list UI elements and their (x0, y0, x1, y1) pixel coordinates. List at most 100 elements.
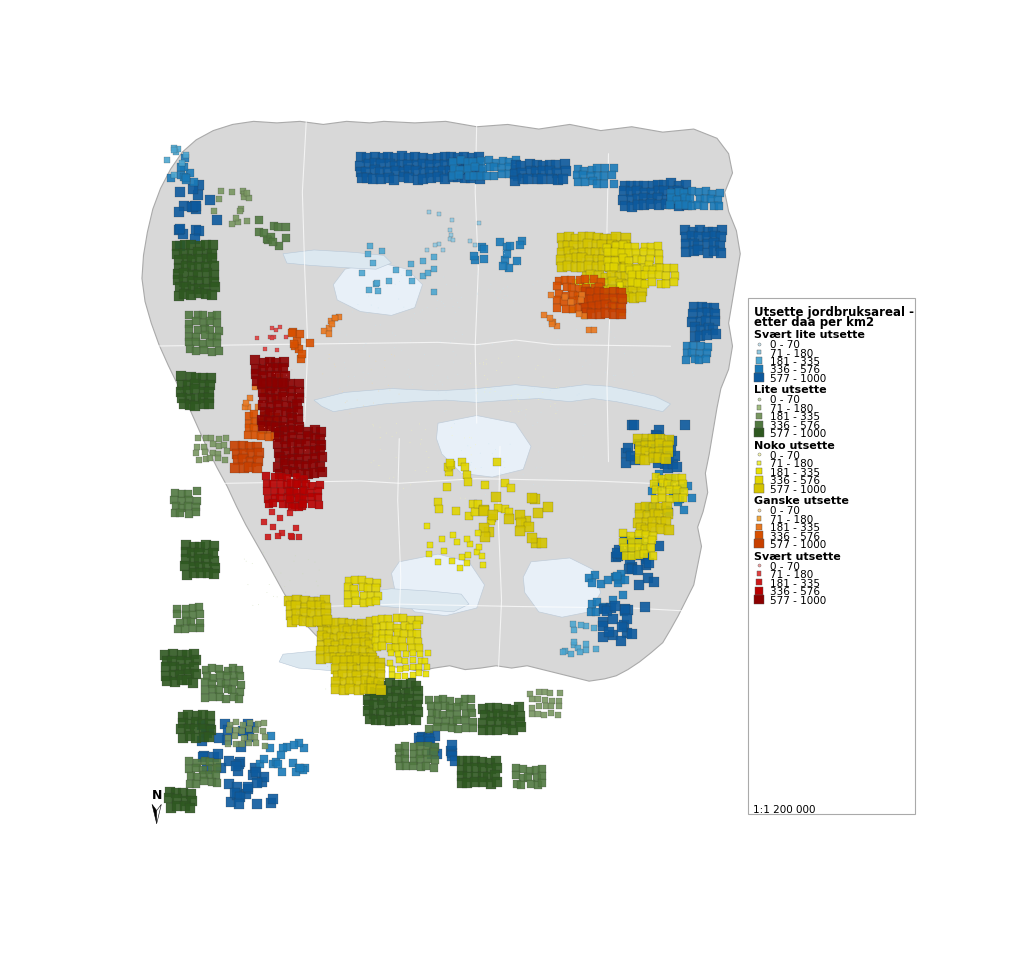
Point (671, 183, 687, 199)
Point (195, 708, 211, 723)
Point (173, 155, 189, 170)
Point (678, 185, 694, 201)
Point (261, 413, 278, 428)
Point (463, 455, 479, 470)
Point (471, 280, 487, 296)
Point (543, 287, 559, 302)
Point (551, 286, 567, 301)
Point (172, 222, 188, 237)
Point (685, 306, 701, 322)
Point (257, 341, 273, 356)
Point (281, 484, 297, 499)
Point (382, 700, 398, 715)
Point (410, 691, 426, 707)
Point (245, 598, 261, 613)
Point (514, 286, 530, 301)
Point (298, 436, 314, 451)
Point (644, 275, 660, 290)
Point (278, 230, 294, 246)
Point (593, 352, 609, 368)
Point (574, 359, 591, 374)
Point (497, 288, 513, 303)
Point (529, 157, 546, 173)
Point (590, 168, 606, 183)
Point (604, 237, 621, 252)
Point (188, 769, 205, 784)
Point (477, 381, 494, 396)
Point (454, 768, 470, 783)
Point (613, 285, 630, 300)
Polygon shape (352, 588, 469, 612)
Point (336, 636, 352, 652)
Point (513, 515, 529, 530)
Point (224, 683, 241, 698)
Point (654, 450, 671, 466)
Point (336, 654, 352, 669)
Polygon shape (523, 558, 601, 617)
Point (227, 736, 244, 752)
Point (286, 554, 302, 569)
Point (291, 760, 307, 776)
Point (328, 681, 344, 696)
Point (266, 372, 283, 388)
Point (543, 685, 559, 701)
Point (574, 229, 591, 245)
Point (643, 191, 659, 206)
Point (197, 444, 213, 460)
Point (394, 634, 411, 649)
Point (220, 682, 237, 697)
Point (623, 178, 639, 193)
Point (625, 283, 641, 299)
Point (660, 471, 677, 487)
Point (372, 660, 388, 676)
Point (566, 239, 583, 254)
Point (284, 530, 300, 545)
Point (577, 272, 593, 287)
Point (528, 770, 545, 785)
Point (513, 720, 529, 735)
Point (230, 797, 247, 812)
Point (355, 339, 372, 354)
Point (327, 310, 343, 325)
Point (651, 197, 668, 212)
Point (631, 547, 647, 563)
Point (436, 150, 453, 165)
Point (690, 238, 707, 253)
Point (606, 160, 623, 176)
Bar (755, 372, 764, 382)
Point (209, 336, 225, 351)
Point (649, 440, 666, 455)
Point (196, 774, 212, 789)
Point (621, 561, 637, 576)
Point (461, 509, 477, 524)
Point (285, 399, 301, 415)
Point (286, 336, 302, 351)
Point (202, 335, 218, 350)
Point (268, 413, 285, 428)
Point (431, 236, 447, 252)
Point (691, 351, 708, 367)
Point (431, 501, 447, 516)
Point (600, 572, 616, 588)
Point (338, 327, 354, 343)
Point (513, 166, 529, 181)
Point (267, 391, 284, 406)
Point (371, 458, 387, 473)
Point (435, 269, 452, 284)
Point (430, 358, 446, 373)
Point (409, 626, 425, 641)
Point (455, 776, 471, 791)
Point (562, 252, 579, 267)
Point (364, 651, 380, 666)
Point (605, 612, 622, 627)
Point (401, 435, 418, 450)
Point (662, 491, 678, 506)
Point (450, 721, 466, 736)
Point (376, 360, 392, 375)
Point (613, 246, 630, 261)
Point (574, 288, 591, 303)
Point (467, 754, 483, 769)
Point (628, 246, 644, 261)
Point (201, 396, 217, 412)
Point (641, 499, 657, 515)
